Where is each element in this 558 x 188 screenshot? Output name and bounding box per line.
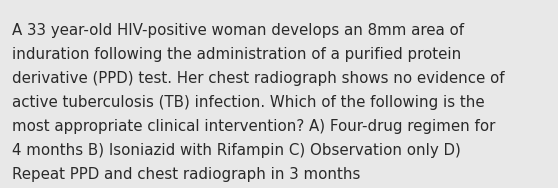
Text: active tuberculosis (TB) infection. Which of the following is the: active tuberculosis (TB) infection. Whic… [12,95,485,110]
Text: derivative (PPD) test. Her chest radiograph shows no evidence of: derivative (PPD) test. Her chest radiogr… [12,71,505,86]
Text: induration following the administration of a purified protein: induration following the administration … [12,47,461,62]
Text: most appropriate clinical intervention? A) Four-drug regimen for: most appropriate clinical intervention? … [12,119,496,134]
Text: 4 months B) Isoniazid with Rifampin C) Observation only D): 4 months B) Isoniazid with Rifampin C) O… [12,143,461,158]
Text: Repeat PPD and chest radiograph in 3 months: Repeat PPD and chest radiograph in 3 mon… [12,167,360,182]
Text: A 33 year-old HIV-positive woman develops an 8mm area of: A 33 year-old HIV-positive woman develop… [12,23,464,38]
